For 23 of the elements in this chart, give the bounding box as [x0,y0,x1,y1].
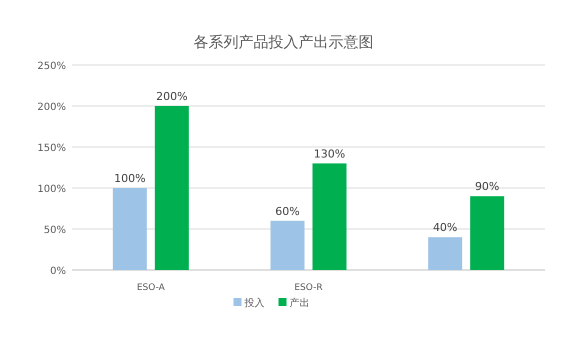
legend-label: 投入 [244,297,264,309]
y-tick-label: 250% [37,61,66,72]
legend-label: 产出 [290,297,310,309]
bar [470,196,504,270]
bar [428,237,462,270]
bar [112,188,147,270]
y-tick-label: 0% [50,266,66,277]
data-label: 40% [432,221,458,234]
x-tick-label: ESO-R [294,283,323,293]
y-tick-label: 200% [37,102,66,113]
data-label: 90% [474,180,500,194]
y-tick-label: 150% [37,143,66,154]
bar [154,106,189,270]
data-label: 130% [314,147,346,160]
bar [270,220,304,270]
data-label: 60% [275,204,300,218]
bar [312,163,346,270]
y-tick-label: 50% [44,225,66,236]
y-tick-label: 100% [37,184,66,195]
data-label: 200% [156,90,188,103]
x-tick-label: ESO-A [136,283,166,293]
data-label: 100% [114,172,146,185]
chart-title: 各系列产品投入产出示意图 [194,33,374,51]
